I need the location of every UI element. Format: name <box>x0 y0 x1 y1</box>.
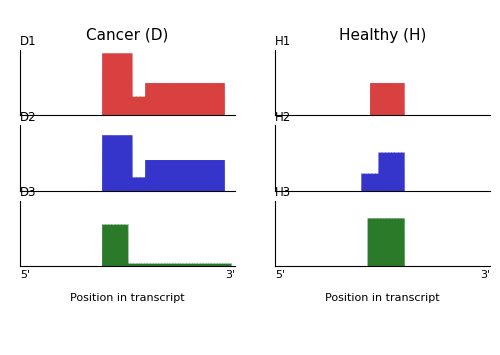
Text: Healthy (H): Healthy (H) <box>339 28 426 43</box>
Text: Position in transcript: Position in transcript <box>325 293 440 303</box>
Text: D1: D1 <box>20 35 36 48</box>
Text: Cancer (D): Cancer (D) <box>86 28 168 43</box>
Text: 3': 3' <box>225 270 235 280</box>
Text: H2: H2 <box>275 111 291 124</box>
Text: H3: H3 <box>275 186 291 200</box>
Text: D2: D2 <box>20 111 36 124</box>
Text: 5': 5' <box>275 270 285 280</box>
Text: Position in transcript: Position in transcript <box>70 293 185 303</box>
Text: 5': 5' <box>20 270 30 280</box>
Text: H1: H1 <box>275 35 291 48</box>
Text: 3': 3' <box>480 270 490 280</box>
Text: D3: D3 <box>20 186 36 200</box>
